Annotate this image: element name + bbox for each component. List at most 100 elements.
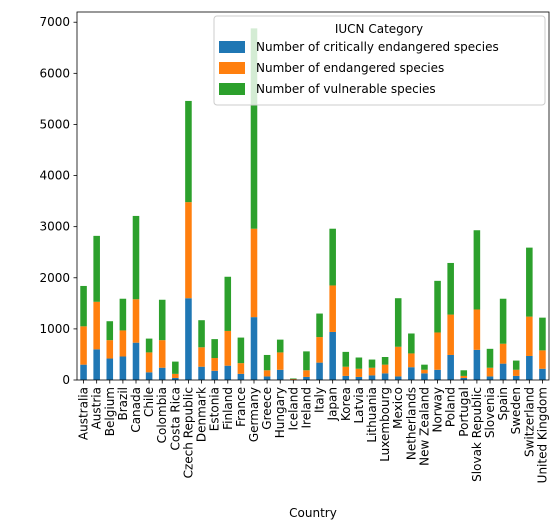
legend-swatch-series-1: [219, 41, 245, 53]
bar-belgium-series-1: [106, 358, 114, 380]
bar-latvia-series-3: [355, 357, 363, 369]
x-tick-label: Iceland: [286, 387, 300, 430]
bar-new-zealand-series-1: [421, 373, 428, 380]
bar-italy-series-1: [316, 362, 323, 380]
bar-switzerland-series-2: [526, 316, 533, 356]
bar-greece-series-2: [263, 370, 271, 377]
bar-lithuania-series-2: [368, 367, 376, 376]
bar-estonia-series-2: [211, 358, 218, 371]
bar-chile-series-2: [145, 352, 153, 373]
bar-france-series-2: [237, 363, 245, 374]
bar-new-zealand-series-2: [421, 369, 428, 374]
bar-colombia-series-2: [158, 340, 166, 368]
bar-slovak-republic-series-2: [473, 309, 481, 350]
bar-colombia-series-1: [158, 367, 166, 380]
bar-denmark-series-2: [198, 347, 205, 367]
bar-sweden-series-2: [512, 369, 520, 376]
y-tick-label: 2000: [39, 271, 70, 285]
x-tick-label: Germany: [247, 387, 261, 442]
x-tick-label: Portugal: [457, 387, 471, 437]
y-tick-label: 4000: [39, 169, 70, 183]
bar-slovak-republic-series-1: [473, 349, 481, 380]
y-tick-label: 1000: [39, 322, 70, 336]
x-tick-label: Slovenia: [483, 387, 497, 438]
x-tick-label: Japan: [326, 387, 340, 421]
legend-entries: Number of critically endangered species N…: [219, 40, 499, 96]
bar-czech-republic-series-3: [185, 100, 192, 203]
bar-luxembourg-series-2: [381, 364, 389, 374]
bar-norway-series-1: [434, 369, 441, 380]
x-tick-label: Lithuania: [365, 387, 379, 443]
bar-slovak-republic-series-3: [473, 230, 481, 310]
bar-netherlands-series-1: [408, 367, 415, 380]
bar-korea-series-3: [342, 351, 350, 367]
x-tick-label: Slovak Republic: [470, 387, 484, 482]
bar-luxembourg-series-1: [381, 373, 389, 380]
bar-chile-series-1: [145, 372, 153, 380]
bar-switzerland-series-3: [526, 247, 533, 317]
x-tick-label: Greece: [260, 387, 274, 430]
bar-iceland-series-3: [290, 378, 297, 379]
x-tick-label: New Zealand: [417, 387, 431, 466]
bar-spain-series-1: [499, 363, 507, 380]
x-tick-label: France: [234, 387, 248, 427]
bar-ireland-series-2: [303, 370, 310, 377]
x-tick-label: Canada: [129, 387, 143, 433]
bar-poland-series-1: [447, 354, 454, 380]
legend: IUCN Category Number of critically endan…: [213, 15, 546, 106]
x-tick-label: Finland: [221, 387, 235, 430]
x-tick-label: Switzerland: [522, 387, 536, 457]
bar-norway-series-3: [434, 280, 441, 333]
bar-new-zealand-series-3: [421, 364, 428, 370]
legend-swatch-series-3: [219, 83, 245, 95]
bar-brazil-series-1: [119, 356, 127, 380]
bar-united-kingdom-series-3: [539, 317, 546, 351]
bar-latvia-series-1: [355, 376, 363, 380]
bar-slovenia-series-2: [486, 367, 494, 377]
y-tick-label: 6000: [39, 66, 70, 80]
bars-layer: [80, 28, 546, 380]
x-tick-label: Poland: [444, 387, 458, 427]
plot-frame: [76, 11, 550, 381]
bar-denmark-series-1: [198, 366, 205, 380]
bar-hungary-series-2: [276, 352, 284, 370]
y-tick-label: 5000: [39, 117, 70, 131]
x-tick-label: Norway: [431, 387, 445, 433]
bar-japan-series-3: [329, 228, 336, 286]
bar-norway-series-2: [434, 332, 441, 370]
bar-italy-series-3: [316, 313, 323, 338]
x-tick-label: Hungary: [273, 387, 287, 438]
x-tick-label: Luxembourg: [378, 387, 392, 462]
bar-canada-series-3: [132, 215, 140, 300]
bar-hungary-series-1: [276, 369, 284, 380]
y-tick-label: 7000: [39, 15, 70, 29]
bar-belgium-series-3: [106, 321, 114, 341]
bar-mexico-series-3: [394, 298, 402, 347]
legend-label-series-3: Number of vulnerable species: [256, 82, 436, 96]
bar-hungary-series-3: [276, 339, 284, 353]
x-tick-label: Mexico: [391, 387, 405, 429]
legend-box: [213, 15, 546, 106]
bar-ireland-series-1: [303, 376, 310, 380]
bar-czech-republic-series-2: [185, 202, 192, 299]
bar-poland-series-2: [447, 314, 454, 355]
bar-mexico-series-2: [394, 346, 402, 377]
bar-portugal-series-1: [460, 377, 468, 380]
bar-lithuania-series-1: [368, 375, 376, 380]
bar-costa-rica-series-3: [172, 361, 179, 374]
bar-greece-series-1: [263, 376, 271, 380]
bar-australia-series-1: [80, 364, 87, 380]
bar-costa-rica-series-2: [172, 373, 179, 378]
y-tick-label: 3000: [39, 220, 70, 234]
bar-portugal-series-3: [460, 370, 468, 376]
x-tick-label: Chile: [142, 387, 156, 417]
bar-switzerland-series-1: [526, 355, 533, 380]
x-axis-title: Country: [289, 506, 337, 520]
legend-title: IUCN Category: [335, 22, 423, 36]
x-tick-label: Netherlands: [404, 387, 418, 460]
x-tick-label: Denmark: [195, 387, 209, 442]
bar-denmark-series-3: [198, 320, 205, 348]
bar-germany-series-1: [250, 317, 258, 380]
